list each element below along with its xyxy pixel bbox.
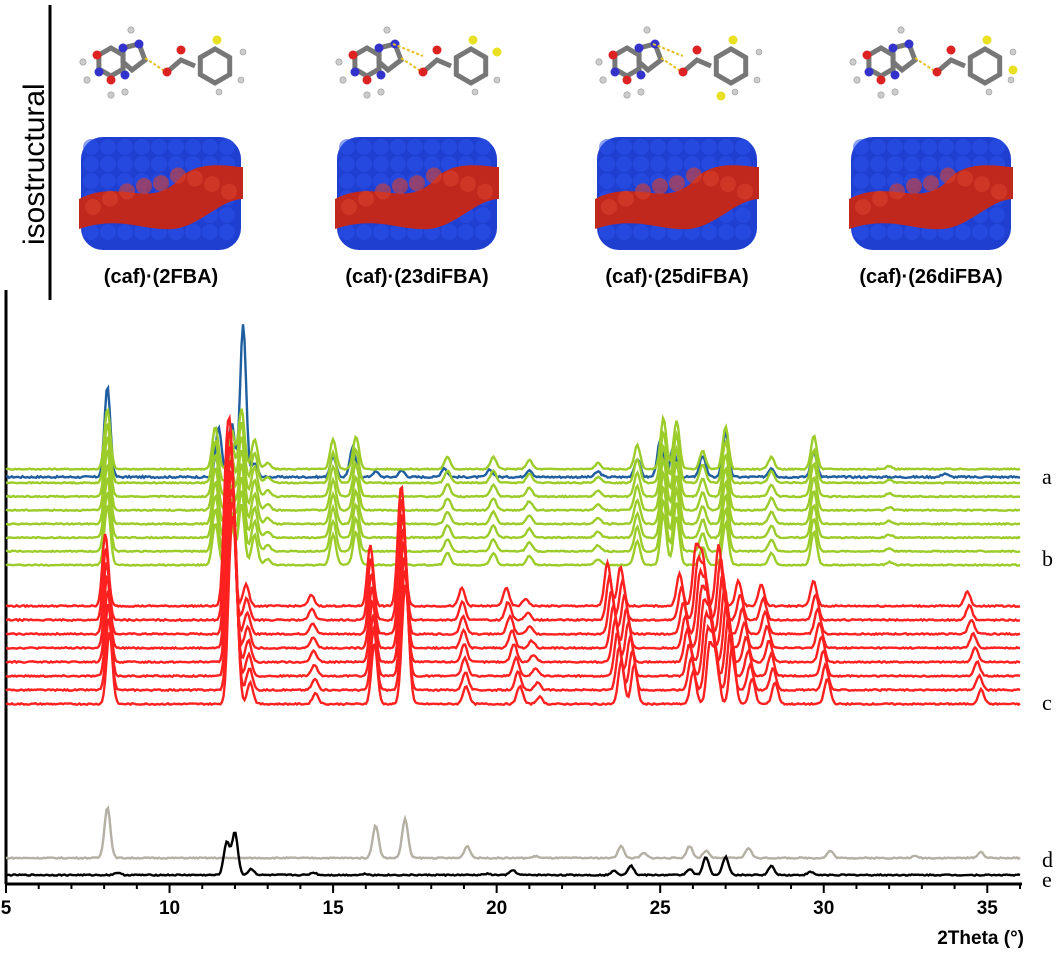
structure-panel-2: (caf)·(23diFBA)	[335, 26, 502, 288]
x-tick-label: 10	[159, 898, 180, 919]
pxrd-trace-b-4	[5, 448, 1021, 513]
pxrd-trace-c-8	[5, 515, 1021, 707]
trace-label-b: b	[1042, 546, 1053, 571]
pxrd-trace-c-5	[5, 469, 1021, 665]
trace-label-e: e	[1042, 867, 1052, 892]
x-tick-label: 20	[486, 898, 507, 919]
pxrd-trace-e-1	[5, 831, 1021, 878]
crystal-packing-icon	[595, 137, 759, 250]
structure-panel-title: (caf)·(2FBA)	[104, 266, 218, 288]
trace-label-c: c	[1042, 690, 1052, 715]
x-tick-label: 35	[977, 898, 999, 919]
trace-group-e	[5, 831, 1021, 878]
x-axis-title: 2Theta (°)	[937, 928, 1024, 949]
structure-panel-4: (caf)·(26diFBA)	[849, 26, 1018, 288]
x-tick-label: 30	[813, 898, 834, 919]
structure-panel-title: (caf)·(26diFBA)	[859, 266, 1002, 288]
pxrd-trace-b-1	[5, 407, 1021, 472]
pxrd-plot: 5 10 15 20 25 30 35 a b c de 2Theta (°)	[1, 290, 1053, 949]
crystal-packing-icon	[335, 137, 499, 250]
diffraction-traces	[5, 324, 1021, 878]
pxrd-trace-c-7	[5, 501, 1021, 693]
structure-panel-title: (caf)·(23diFBA)	[345, 266, 488, 288]
pxrd-trace-c-3	[5, 446, 1021, 637]
pxrd-trace-c-4	[5, 459, 1021, 651]
cocrystal-molecule-icon	[595, 26, 763, 101]
isostructural-label: isostructural	[18, 83, 51, 245]
trace-group-d	[5, 805, 1021, 861]
crystal-packing-icon	[79, 137, 243, 250]
x-tick-label: 15	[323, 898, 345, 919]
x-axis-ticks: 5 10 15 20 25 30 35	[1, 884, 1021, 919]
pxrd-trace-a-1	[5, 324, 1021, 480]
pxrd-trace-c-6	[5, 486, 1021, 679]
pxrd-trace-b-3	[5, 434, 1021, 499]
pxrd-trace-b-8	[5, 503, 1021, 567]
structure-header: isostructural (caf)·(2FBA) (caf)·(23diFBA…	[18, 5, 1018, 300]
trace-group-a	[5, 324, 1021, 480]
structure-panel-title: (caf)·(25diFBA)	[605, 266, 748, 288]
trace-group-c	[5, 413, 1021, 707]
pxrd-trace-b-6	[5, 476, 1021, 540]
crystal-packing-icon	[849, 137, 1013, 250]
trace-label-d: d	[1042, 847, 1053, 872]
pxrd-trace-d-1	[5, 805, 1021, 861]
x-tick-label: 5	[1, 898, 12, 919]
cocrystal-molecule-icon	[849, 26, 1018, 99]
cocrystal-molecule-icon	[335, 26, 502, 99]
structure-panel-1: (caf)·(2FBA)	[79, 26, 247, 288]
trace-labels: a b c de	[1042, 464, 1053, 892]
pxrd-trace-c-1	[5, 413, 1021, 609]
structure-panels: (caf)·(2FBA) (caf)·(23diFBA) (caf)·(25diFB…	[79, 26, 1018, 288]
pxrd-trace-b-5	[6, 462, 1021, 526]
cocrystal-molecule-icon	[79, 26, 247, 99]
x-tick-label: 25	[650, 898, 672, 919]
structure-panel-3: (caf)·(25diFBA)	[595, 26, 763, 288]
trace-label-a: a	[1042, 464, 1052, 489]
pxrd-trace-c-2	[5, 431, 1021, 623]
pxrd-trace-b-2	[5, 421, 1021, 485]
pxrd-trace-b-7	[5, 490, 1021, 554]
trace-group-b	[5, 407, 1021, 567]
